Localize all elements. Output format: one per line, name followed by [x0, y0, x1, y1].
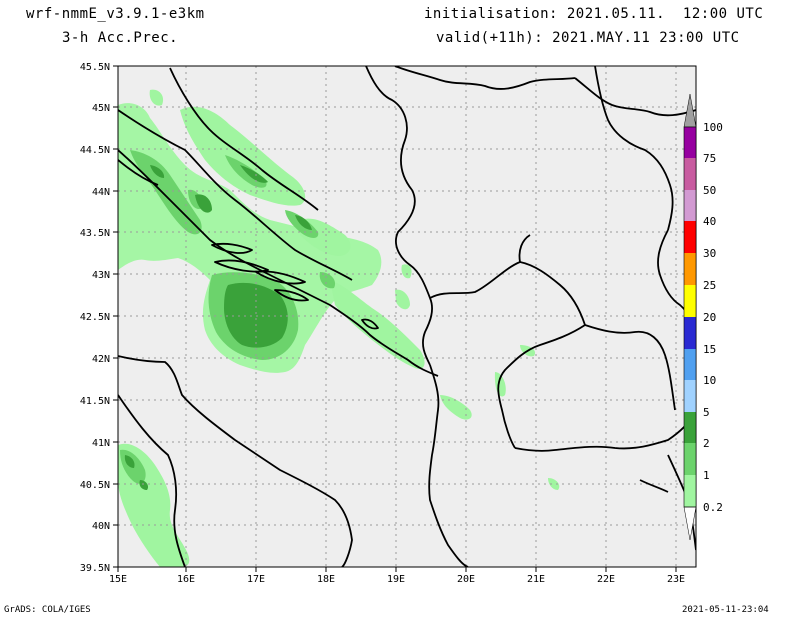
colorbar-swatch [684, 349, 696, 380]
legend-label: 1 [703, 469, 710, 482]
field-title: 3-h Acc.Prec. [62, 30, 179, 46]
colorbar-swatch [684, 158, 696, 190]
lat-label: 42N [92, 354, 110, 365]
valid-time: valid(+11h): 2021.MAY.11 23:00 UTC [436, 30, 740, 46]
colorbar-swatch [684, 253, 696, 285]
legend-label: 10 [703, 374, 716, 387]
color-bar [683, 93, 697, 541]
lon-label: 20E [457, 574, 475, 585]
legend-label: 0.2 [703, 501, 723, 514]
lat-label: 39.5N [80, 563, 110, 574]
legend-label: 20 [703, 311, 716, 324]
lon-label: 16E [177, 574, 195, 585]
lat-label: 40.5N [80, 480, 110, 491]
legend-label: 2 [703, 437, 710, 450]
lon-label: 21E [527, 574, 545, 585]
legend-label: 50 [703, 184, 716, 197]
legend-label: 30 [703, 247, 716, 260]
lat-label: 40N [92, 521, 110, 532]
lat-label: 45N [92, 103, 110, 114]
colorbar-swatch [684, 221, 696, 253]
model-title: wrf-nmmE_v3.9.1-e3km [26, 6, 205, 22]
colorbar-swatch [684, 412, 696, 443]
credit-text: GrADS: COLA/IGES [4, 605, 91, 615]
legend-label: 100 [703, 121, 723, 134]
colorbar-swatch [684, 285, 696, 317]
lon-label: 15E [109, 574, 127, 585]
lat-label: 43N [92, 270, 110, 281]
lon-label: 23E [667, 574, 685, 585]
colorbar-swatch [684, 190, 696, 221]
lon-labels: 15E 16E 17E 18E 19E 20E 21E 22E 23E [109, 574, 685, 585]
colorbar-swatch [684, 443, 696, 475]
lat-label: 41N [92, 438, 110, 449]
colorbar-swatch [684, 317, 696, 349]
lat-label: 42.5N [80, 312, 110, 323]
init-time: initialisation: 2021.05.11. 12:00 UTC [424, 6, 764, 22]
legend-label: 5 [703, 406, 710, 419]
lat-labels: 45.5N 45N 44.5N 44N 43.5N 43N 42.5N 42N … [80, 62, 110, 574]
legend-label: 25 [703, 279, 716, 292]
lat-label: 43.5N [80, 228, 110, 239]
axis-ticks [113, 65, 677, 572]
plot-timestamp: 2021-05-11-23:04 [682, 605, 769, 615]
lat-label: 45.5N [80, 62, 110, 73]
lat-label: 41.5N [80, 396, 110, 407]
legend-label: 75 [703, 152, 716, 165]
lon-label: 19E [387, 574, 405, 585]
lon-label: 18E [317, 574, 335, 585]
colorbar-swatch [684, 380, 696, 412]
lat-label: 44N [92, 187, 110, 198]
lon-label: 17E [247, 574, 265, 585]
lon-label: 22E [597, 574, 615, 585]
colorbar-swatch [684, 475, 696, 507]
legend-label: 15 [703, 343, 716, 356]
legend-labels: 0.2 1 2 5 10 15 20 25 30 40 50 75 100 [703, 121, 723, 514]
legend-label: 40 [703, 215, 716, 228]
lat-label: 44.5N [80, 145, 110, 156]
graticule [118, 66, 696, 567]
colorbar-swatch [684, 127, 696, 158]
